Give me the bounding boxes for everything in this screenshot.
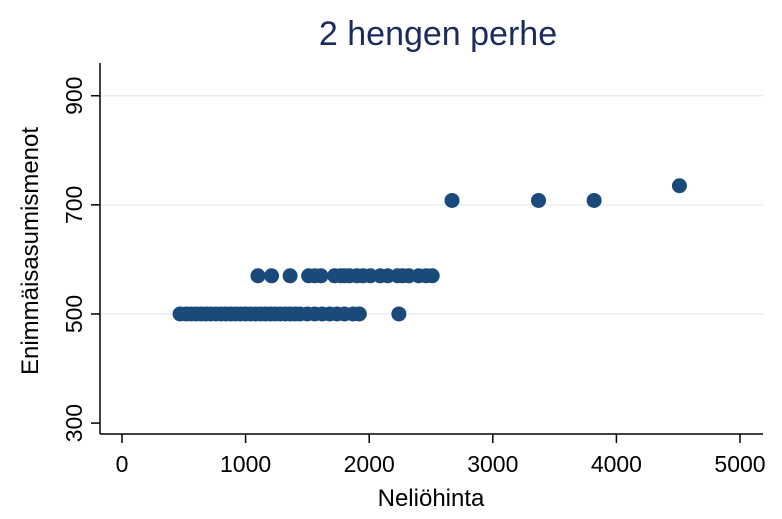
data-point xyxy=(264,268,280,284)
x-tick-label: 1000 xyxy=(220,451,271,477)
data-point xyxy=(531,192,547,208)
data-point xyxy=(282,268,298,284)
data-points xyxy=(172,178,687,322)
y-tick-label: 300 xyxy=(61,404,87,442)
x-tick-label: 3000 xyxy=(467,451,518,477)
data-point xyxy=(444,192,460,208)
data-point xyxy=(391,306,407,322)
data-point xyxy=(424,268,440,284)
y-tick-label: 500 xyxy=(61,295,87,333)
x-tick-label: 5000 xyxy=(714,451,765,477)
chart-title: 2 hengen perhe xyxy=(319,15,557,53)
x-axis-label: Neliöhinta xyxy=(378,485,485,512)
y-ticks: 300 500 700 900 xyxy=(61,77,100,442)
data-point xyxy=(250,268,266,284)
data-point xyxy=(313,268,329,284)
axes xyxy=(99,63,763,435)
x-tick-label: 4000 xyxy=(591,451,642,477)
y-tick-label: 700 xyxy=(61,186,87,224)
y-axis-label: Enimmäisasumismenot xyxy=(17,127,44,375)
x-ticks: 0 1000 2000 3000 4000 5000 xyxy=(116,434,766,477)
x-tick-label: 2000 xyxy=(344,451,395,477)
data-point xyxy=(351,306,367,322)
y-tick-label: 900 xyxy=(61,77,87,115)
x-tick-label: 0 xyxy=(116,451,129,477)
data-point xyxy=(671,178,687,194)
data-point xyxy=(586,192,602,208)
